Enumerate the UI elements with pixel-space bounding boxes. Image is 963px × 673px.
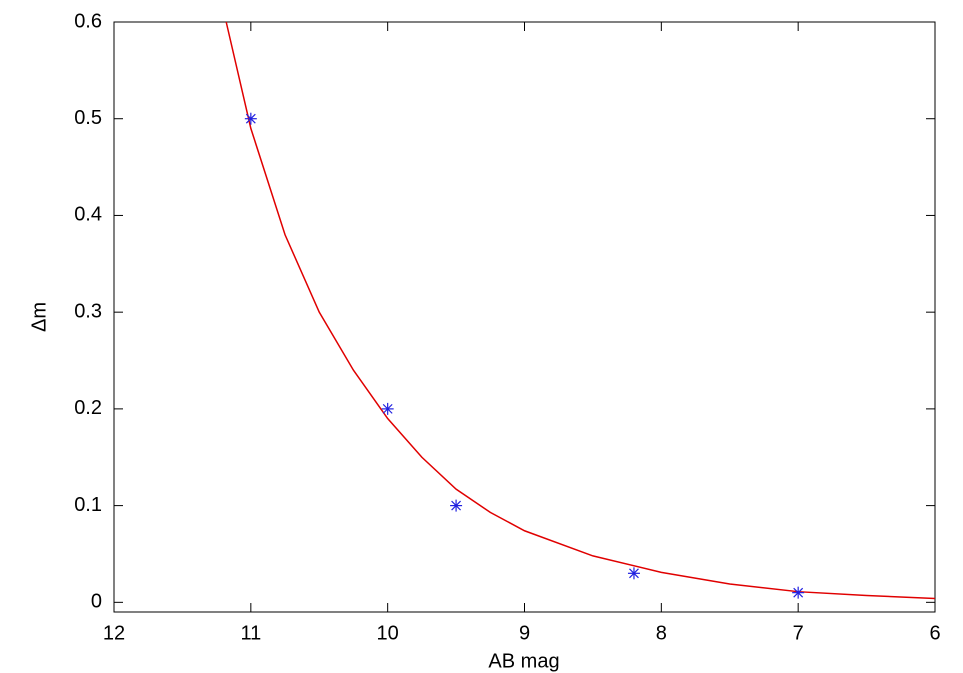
y-axis-label: Δm [28, 302, 50, 332]
data-point [627, 567, 640, 580]
x-tick-label: 6 [929, 622, 940, 644]
y-tick-label: 0.3 [74, 300, 102, 322]
data-point [450, 499, 463, 512]
y-tick-label: 0.5 [74, 107, 102, 129]
marker-stroke [382, 403, 393, 414]
x-tick-label: 10 [377, 622, 399, 644]
marker-stroke [245, 113, 256, 124]
plot-frame [113, 21, 936, 613]
data-point [792, 586, 805, 599]
x-axis-label: AB mag [488, 650, 559, 672]
y-tick-label: 0.6 [74, 10, 102, 32]
x-tick-label: 8 [656, 622, 667, 644]
x-tick-label: 7 [793, 622, 804, 644]
y-tick-label: 0.1 [74, 494, 102, 516]
x-tick-label: 11 [240, 622, 261, 644]
y-tick-label: 0.2 [74, 397, 102, 419]
marker-stroke [451, 500, 462, 511]
fit-curve [225, 21, 936, 600]
data-point [244, 112, 257, 125]
y-tick-label: 0 [91, 591, 102, 613]
marker-stroke [793, 587, 804, 598]
x-tick-label: 9 [519, 622, 530, 644]
x-tick-label: 12 [103, 622, 125, 644]
data-point [381, 402, 394, 415]
y-tick-label: 0.4 [74, 204, 102, 226]
marker-stroke [629, 568, 639, 579]
